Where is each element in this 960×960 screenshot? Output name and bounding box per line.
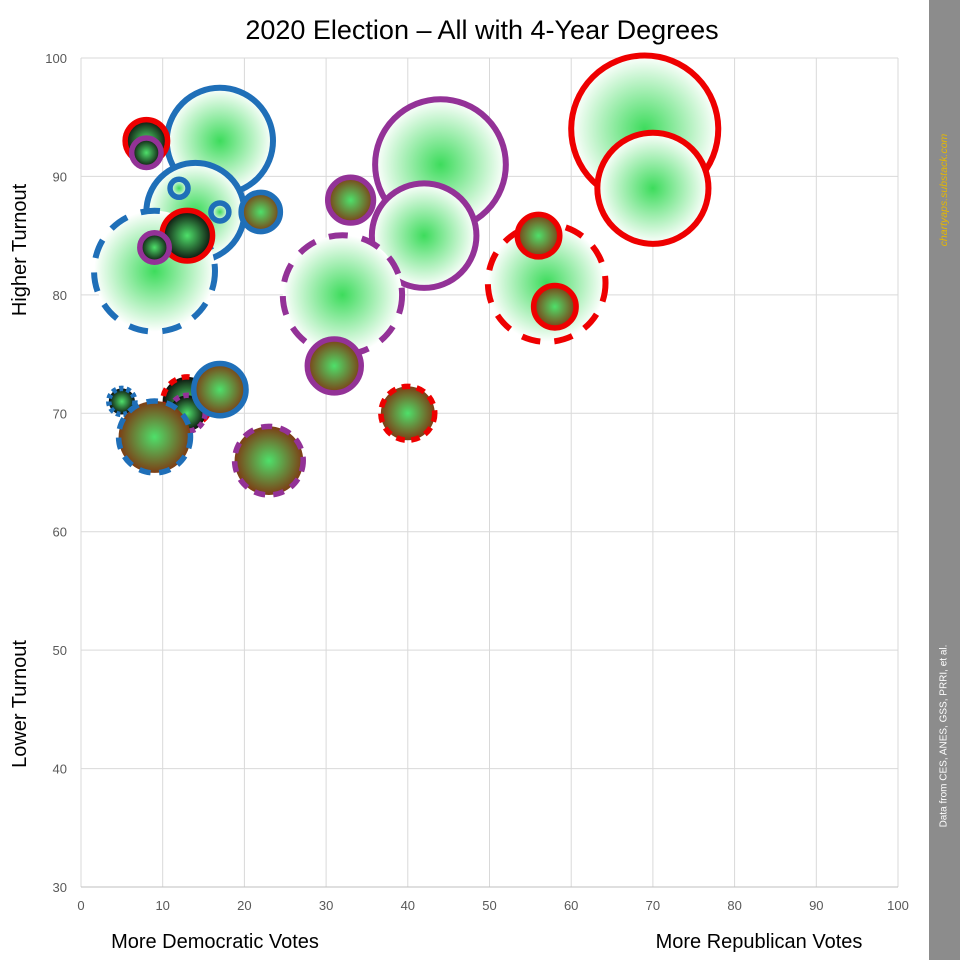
x-tick-label: 50 xyxy=(482,898,496,913)
y-label-top: Higher Turnout xyxy=(9,183,31,316)
x-tick-label: 20 xyxy=(237,898,251,913)
y-label-bottom: Lower Turnout xyxy=(9,640,31,768)
x-tick-label: 80 xyxy=(727,898,741,913)
x-tick-label: 10 xyxy=(155,898,169,913)
bubble-chart: 0 10 20 30 40 50 60 70 80 90 10030405060708090100 … xyxy=(9,15,909,953)
bubble[interactable] xyxy=(208,200,232,224)
y-tick-label: 70 xyxy=(53,406,67,421)
bubble[interactable] xyxy=(378,383,438,443)
brand-link[interactable]: chartyaps.substack.com xyxy=(938,133,950,247)
bubble[interactable] xyxy=(231,423,306,498)
bubble[interactable] xyxy=(238,189,284,235)
y-tick-label: 30 xyxy=(53,880,67,895)
x-tick-label: 40 xyxy=(401,898,415,913)
x-tick-label: 100 xyxy=(887,898,909,913)
source-note: Data from CES, ANES, GSS, PRRI, et al. xyxy=(938,644,950,828)
bubble[interactable] xyxy=(304,336,364,396)
x-tick-label: 70 xyxy=(646,898,660,913)
y-tick-label: 50 xyxy=(53,643,67,658)
y-tick-label: 60 xyxy=(53,525,67,540)
chart-title: 2020 Election – All with 4-Year Degrees xyxy=(245,15,718,45)
x-tick-label: 30 xyxy=(319,898,333,913)
x-tick-label: 90 xyxy=(809,898,823,913)
bubble[interactable] xyxy=(128,135,164,171)
bubble[interactable] xyxy=(190,360,249,419)
bubble[interactable] xyxy=(594,129,712,247)
x-label-right: More Republican Votes xyxy=(656,931,863,953)
bubble[interactable] xyxy=(279,232,406,358)
y-tick-label: 40 xyxy=(53,762,67,777)
bubble[interactable] xyxy=(115,398,194,476)
bubble[interactable] xyxy=(514,211,563,260)
bubble[interactable] xyxy=(137,230,172,265)
bubble[interactable] xyxy=(106,385,138,418)
sidebar: chartyaps.substack.com Data from CES, AN… xyxy=(929,0,960,960)
y-tick-label: 90 xyxy=(53,169,67,184)
x-tick-label: 0 xyxy=(77,898,84,913)
bubble[interactable] xyxy=(530,282,579,331)
x-tick-label: 60 xyxy=(564,898,578,913)
bubble[interactable] xyxy=(324,174,377,226)
y-tick-label: 100 xyxy=(45,51,67,66)
y-tick-label: 80 xyxy=(53,288,67,303)
bubble[interactable] xyxy=(167,176,191,201)
bubble[interactable] xyxy=(368,180,480,291)
x-label-left: More Democratic Votes xyxy=(111,931,319,953)
